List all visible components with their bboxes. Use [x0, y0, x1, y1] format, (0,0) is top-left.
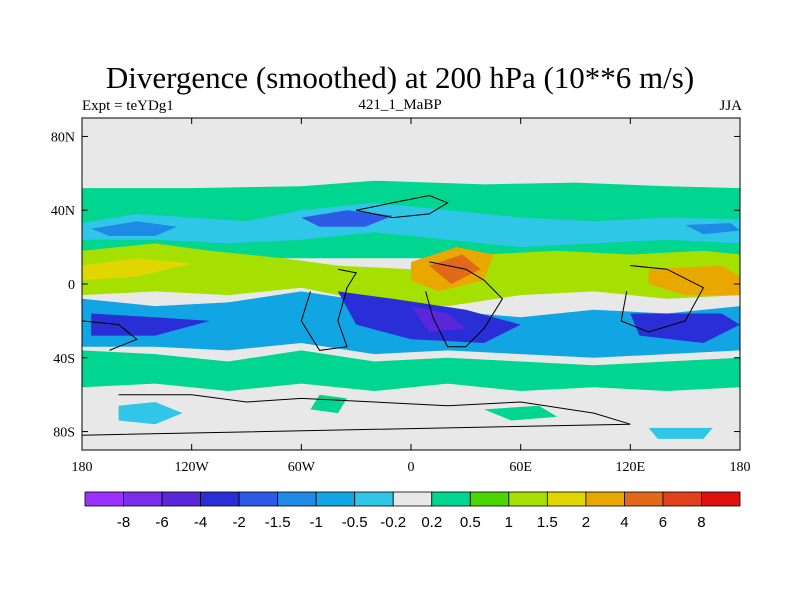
- coastline: [82, 194, 705, 436]
- cell-tropical-positive: [648, 265, 740, 296]
- colorbar-box: [469, 491, 510, 507]
- coast-segment: [620, 265, 705, 333]
- colorbar-label: 0.2: [421, 514, 442, 531]
- y-tick-label: 0: [68, 278, 75, 293]
- cell-north-negative: [685, 223, 740, 235]
- colorbar-label: -2: [232, 514, 245, 531]
- colorbar-label: -4: [194, 514, 207, 531]
- band-north-negative: [82, 202, 740, 248]
- x-tick-label: 180: [72, 460, 93, 475]
- x-tick-label: 180: [730, 460, 751, 475]
- cell-tropical-positive: [429, 254, 481, 284]
- x-tick-label: 0: [408, 460, 415, 475]
- colorbar-box: [238, 491, 279, 507]
- x-tick-label: 60E: [509, 460, 532, 475]
- colorbar-label: 4: [620, 514, 628, 531]
- y-tick-label: 80S: [53, 426, 75, 441]
- y-tick-label: 40S: [53, 352, 75, 367]
- cell-south-negative: [630, 313, 740, 343]
- axes: 180 120W 60W 0 60E 120E 180 80N 40N 0 40S 80S: [51, 118, 751, 475]
- contour-field: [82, 118, 740, 450]
- cell-south-negative: [91, 313, 210, 336]
- colorbar-box: [392, 491, 433, 507]
- colorbar-box: [123, 491, 163, 507]
- coast-segment: [425, 261, 504, 348]
- colorbar-label: 6: [659, 514, 667, 531]
- colorbar-label: 8: [697, 514, 705, 531]
- colorbar-label: -8: [117, 514, 130, 531]
- colorbar-label: 1: [505, 514, 513, 531]
- colorbar-box: [624, 491, 664, 507]
- coast-segment: [82, 320, 138, 351]
- season-label: JJA: [719, 98, 742, 114]
- run-label: 421_1_MaBP: [358, 97, 442, 113]
- colorbar-label: -1: [310, 514, 323, 531]
- colorbar-label: 0.5: [460, 514, 481, 531]
- coast-segment: [356, 194, 449, 219]
- colorbar-box: [277, 491, 317, 507]
- colorbar: -8 -6 -4 -2 -1.5 -1 -0.5 -0.2 0.2 0.5 1 1.5 2 4 6 8: [84, 491, 741, 531]
- band-south-positive: [82, 350, 740, 391]
- cell-south-negative: [411, 306, 466, 332]
- cell-north-negative: [301, 210, 393, 227]
- colorbar-label: -1.5: [265, 514, 291, 531]
- colorbar-box: [431, 491, 471, 507]
- colorbar-box: [701, 491, 741, 507]
- cell-polar-negative: [118, 402, 183, 425]
- colorbar-label: -6: [155, 514, 168, 531]
- coast-segment: [82, 394, 631, 436]
- colorbar-box: [662, 491, 702, 507]
- colorbar-box: [508, 491, 548, 507]
- y-tick-label: 40N: [51, 204, 75, 219]
- colorbar-label: 1.5: [537, 514, 558, 531]
- cell-polar-negative: [648, 427, 713, 439]
- colorbar-box: [200, 491, 240, 507]
- colorbar-box: [354, 491, 394, 507]
- y-tick-label: 80N: [51, 130, 75, 145]
- experiment-label: Expt = teYDg1: [82, 98, 174, 114]
- colorbar-label: 2: [582, 514, 590, 531]
- colorbar-label: -0.2: [380, 514, 406, 531]
- colorbar-label: -0.5: [342, 514, 368, 531]
- colorbar-box: [84, 491, 124, 507]
- cell-polar-positive: [484, 405, 558, 421]
- cell-north-negative: [91, 221, 177, 236]
- plot-title: Divergence (smoothed) at 200 hPa (10**6 …: [105, 60, 695, 95]
- colorbar-box: [546, 491, 587, 507]
- x-tick-label: 120E: [616, 460, 646, 475]
- coast-segment: [300, 268, 358, 351]
- x-tick-label: 120W: [175, 460, 210, 475]
- colorbar-box: [585, 491, 625, 507]
- cell-tropical-positive: [82, 258, 192, 281]
- colorbar-box: [161, 491, 201, 507]
- colorbar-box: [315, 491, 356, 507]
- x-tick-label: 60W: [288, 460, 316, 475]
